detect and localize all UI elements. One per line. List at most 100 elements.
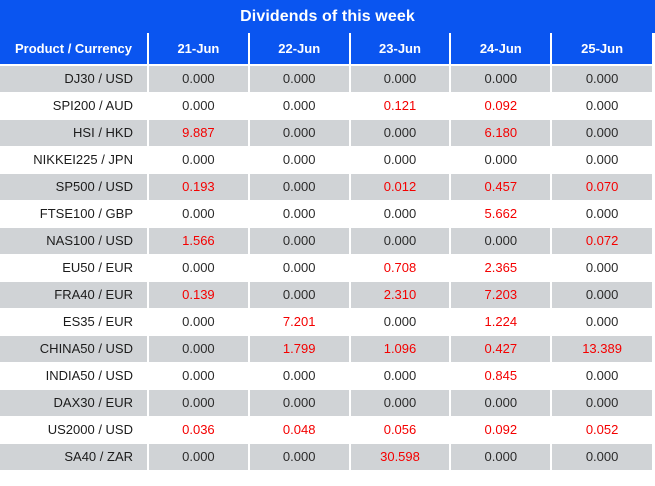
dividend-value-text: 0.000 — [484, 233, 518, 248]
dividend-value: 0.139 — [148, 281, 250, 309]
dividend-value: 0.000 — [248, 362, 351, 390]
dividend-value: 0.000 — [148, 308, 250, 336]
table-row: CHINA50 / USD 0.000 1.799 1.096 0.427 13.389 — [0, 335, 652, 363]
table-header: Product / Currency 21-Jun 22-Jun 23-Jun 24-J… — [0, 33, 652, 66]
dividend-value-text: 0.072 — [585, 233, 619, 248]
dividend-value: 0.000 — [349, 362, 452, 390]
dividend-value: 0.000 — [248, 227, 351, 255]
dividend-value-text: 0.000 — [585, 152, 619, 167]
dividend-value-text: 0.000 — [282, 206, 316, 221]
dividend-value: 0.000 — [551, 65, 652, 93]
dividend-value: 0.000 — [148, 146, 250, 174]
dividend-value: 0.000 — [551, 146, 652, 174]
dividend-value: 0.193 — [148, 173, 250, 201]
dividend-value: 0.000 — [551, 308, 652, 336]
dividend-value: 0.000 — [248, 119, 351, 147]
dividend-value: 0.000 — [349, 227, 452, 255]
dividend-value-text: 0.070 — [585, 179, 619, 194]
dividend-value: 0.012 — [349, 173, 452, 201]
dividend-value: 0.000 — [551, 92, 652, 120]
dividend-value-text: 0.012 — [383, 179, 417, 194]
dividend-value: 0.000 — [450, 146, 553, 174]
dividend-value: 0.000 — [148, 389, 250, 417]
dividend-value-text: 0.000 — [585, 287, 619, 302]
table-header-row: Product / Currency 21-Jun 22-Jun 23-Jun 24-J… — [0, 33, 652, 66]
dividend-value: 2.310 — [349, 281, 452, 309]
dividend-value-text: 0.193 — [182, 179, 215, 194]
dividend-value-text: 0.000 — [484, 71, 518, 86]
dividend-value: 0.000 — [248, 443, 351, 471]
dividend-value: 0.000 — [148, 254, 250, 282]
dividend-value-text: 1.224 — [484, 314, 518, 329]
dividend-value-text: 0.052 — [585, 422, 619, 437]
column-header-day-4[interactable]: 24-Jun — [450, 33, 553, 66]
dividend-value: 0.000 — [450, 443, 553, 471]
dividend-value-text: 0.000 — [282, 179, 316, 194]
product-currency-label: SP500 / USD — [0, 173, 149, 201]
dividend-value: 0.092 — [450, 92, 553, 120]
dividend-value: 30.598 — [349, 443, 452, 471]
dividend-value-text: 0.000 — [182, 395, 215, 410]
column-header-day-5[interactable]: 25-Jun — [551, 33, 652, 66]
dividend-value-text: 0.000 — [484, 395, 518, 410]
dividend-value-text: 0.000 — [282, 71, 316, 86]
dividend-value: 0.000 — [450, 65, 553, 93]
dividend-value: 7.203 — [450, 281, 553, 309]
table-row: INDIA50 / USD 0.000 0.000 0.000 0.845 0.000 — [0, 362, 652, 390]
product-currency-label: NAS100 / USD — [0, 227, 149, 255]
dividend-value-text: 0.000 — [282, 395, 316, 410]
dividend-value-text: 0.000 — [585, 260, 619, 275]
dividend-value: 0.708 — [349, 254, 452, 282]
product-currency-label: SPI200 / AUD — [0, 92, 149, 120]
dividend-value: 0.056 — [349, 416, 452, 444]
dividend-value: 0.000 — [551, 281, 652, 309]
dividends-table: Product / Currency 21-Jun 22-Jun 23-Jun 24-J… — [0, 33, 652, 471]
product-currency-label: NIKKEI225 / JPN — [0, 146, 149, 174]
dividend-value: 0.000 — [248, 389, 351, 417]
dividend-value-text: 0.092 — [484, 422, 518, 437]
product-currency-label: FTSE100 / GBP — [0, 200, 149, 228]
dividend-value-text: 7.201 — [282, 314, 316, 329]
dividend-value-text: 0.000 — [182, 71, 215, 86]
dividend-value-text: 0.000 — [182, 206, 215, 221]
dividend-value-text: 0.000 — [282, 260, 316, 275]
dividend-value: 0.000 — [248, 146, 351, 174]
dividend-value: 0.000 — [248, 254, 351, 282]
dividend-value-text: 0.092 — [484, 98, 518, 113]
dividend-value-text: 0.000 — [585, 368, 619, 383]
dividend-value-text: 0.000 — [282, 287, 316, 302]
dividend-value: 2.365 — [450, 254, 553, 282]
dividend-value-text: 2.365 — [484, 260, 518, 275]
product-currency-label: HSI / HKD — [0, 119, 149, 147]
dividend-value: 0.000 — [349, 146, 452, 174]
column-header-day-2[interactable]: 22-Jun — [248, 33, 351, 66]
dividend-value: 0.000 — [450, 227, 553, 255]
dividend-value-text: 0.000 — [484, 449, 518, 464]
dividend-value-text: 5.662 — [484, 206, 518, 221]
dividend-value: 0.000 — [148, 65, 250, 93]
dividend-value: 0.000 — [551, 200, 652, 228]
dividend-value-text: 0.000 — [282, 368, 316, 383]
column-header-product[interactable]: Product / Currency — [0, 33, 149, 66]
dividend-value: 0.000 — [248, 65, 351, 93]
table-bottom-padding — [0, 471, 655, 479]
dividend-value: 6.180 — [450, 119, 553, 147]
dividend-value-text: 0.000 — [182, 98, 215, 113]
dividend-value: 0.000 — [551, 254, 652, 282]
dividend-value-text: 0.000 — [585, 395, 619, 410]
dividend-value: 0.000 — [551, 362, 652, 390]
column-header-day-3[interactable]: 23-Jun — [349, 33, 452, 66]
dividend-value: 0.121 — [349, 92, 452, 120]
product-currency-label: SA40 / ZAR — [0, 443, 149, 471]
dividend-value: 0.072 — [551, 227, 652, 255]
dividend-value: 0.000 — [248, 281, 351, 309]
dividend-value-text: 0.000 — [383, 233, 417, 248]
dividend-value-text: 0.457 — [484, 179, 518, 194]
column-header-day-1[interactable]: 21-Jun — [148, 33, 250, 66]
dividend-value: 0.000 — [248, 173, 351, 201]
product-currency-label: US2000 / USD — [0, 416, 149, 444]
dividend-value: 13.389 — [551, 335, 652, 363]
table-row: SP500 / USD 0.193 0.000 0.012 0.457 0.070 — [0, 173, 652, 201]
dividend-value-text: 0.000 — [182, 314, 215, 329]
